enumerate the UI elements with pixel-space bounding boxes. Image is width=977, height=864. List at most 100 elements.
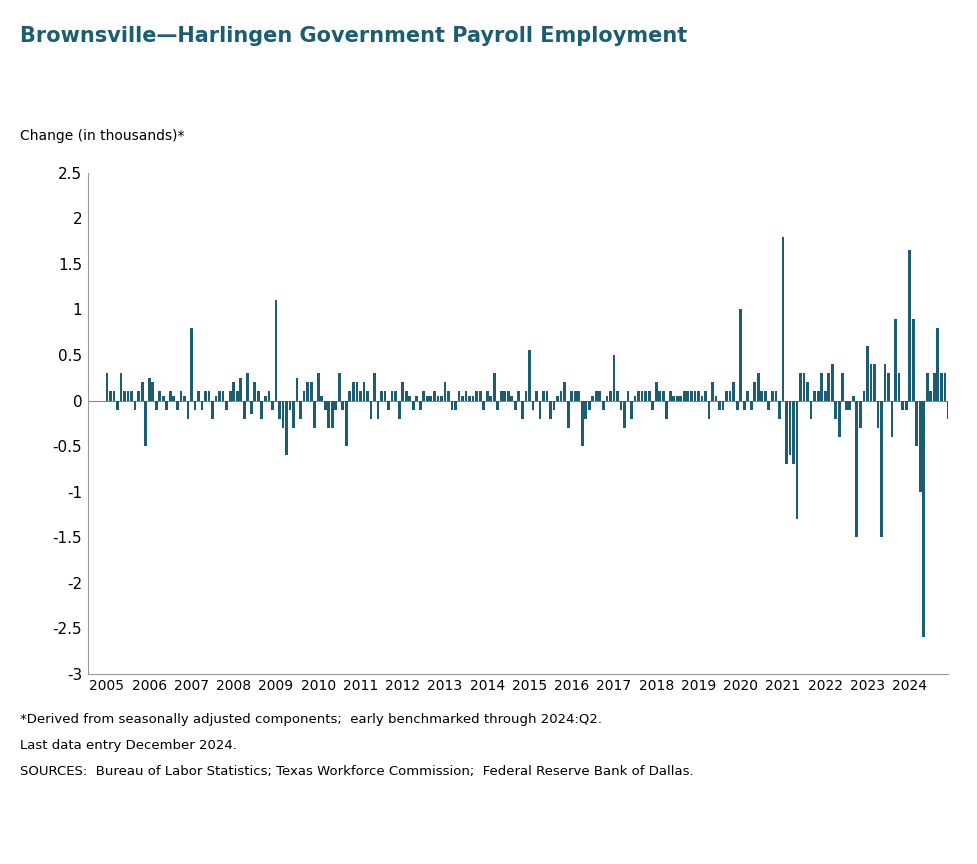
Bar xyxy=(306,383,309,401)
Bar xyxy=(162,396,165,401)
Bar xyxy=(821,373,823,401)
Bar xyxy=(271,401,274,410)
Bar xyxy=(387,401,390,410)
Bar xyxy=(356,383,359,401)
Bar xyxy=(944,373,947,401)
Bar xyxy=(345,401,348,446)
Bar xyxy=(366,391,369,401)
Bar xyxy=(310,383,313,401)
Bar xyxy=(637,391,640,401)
Bar xyxy=(655,383,658,401)
Bar xyxy=(746,391,749,401)
Bar xyxy=(119,373,122,401)
Bar xyxy=(957,401,960,414)
Text: Last data entry December 2024.: Last data entry December 2024. xyxy=(20,739,236,752)
Bar xyxy=(197,391,200,401)
Bar xyxy=(518,391,520,401)
Bar xyxy=(743,401,745,410)
Bar xyxy=(437,396,440,401)
Bar xyxy=(433,391,436,401)
Bar xyxy=(496,401,499,410)
Bar xyxy=(106,373,108,401)
Bar xyxy=(384,391,387,401)
Bar xyxy=(564,383,566,401)
Bar xyxy=(870,364,872,401)
Bar xyxy=(856,401,858,537)
Bar xyxy=(644,391,647,401)
Bar xyxy=(130,391,133,401)
Bar xyxy=(810,401,813,419)
Bar xyxy=(450,401,453,410)
Bar xyxy=(314,401,316,428)
Bar xyxy=(402,383,404,401)
Bar xyxy=(753,383,756,401)
Bar xyxy=(408,396,411,401)
Bar xyxy=(757,373,760,401)
Bar xyxy=(292,401,295,428)
Bar xyxy=(173,396,175,401)
Bar xyxy=(352,383,355,401)
Bar xyxy=(253,383,256,401)
Bar xyxy=(239,378,242,401)
Bar xyxy=(278,401,280,419)
Bar xyxy=(669,391,671,401)
Bar xyxy=(553,401,556,410)
Bar xyxy=(398,401,401,419)
Bar xyxy=(486,391,488,401)
Bar xyxy=(250,401,253,414)
Text: SOURCES:  Bureau of Labor Statistics; Texas Workforce Commission;  Federal Reser: SOURCES: Bureau of Labor Statistics; Tex… xyxy=(20,765,693,778)
Bar xyxy=(750,401,752,410)
Bar xyxy=(323,401,326,410)
Bar xyxy=(947,401,950,419)
Bar xyxy=(788,401,791,455)
Bar xyxy=(894,319,897,401)
Bar xyxy=(204,391,207,401)
Bar xyxy=(187,401,190,419)
Bar xyxy=(391,391,394,401)
Bar xyxy=(457,391,460,401)
Bar xyxy=(176,401,179,410)
Bar xyxy=(775,391,778,401)
Bar xyxy=(679,396,682,401)
Bar xyxy=(887,373,890,401)
Bar xyxy=(468,396,471,401)
Bar xyxy=(714,396,717,401)
Bar xyxy=(672,396,675,401)
Bar xyxy=(137,391,140,401)
Bar xyxy=(288,401,291,410)
Bar xyxy=(725,391,728,401)
Bar xyxy=(395,391,397,401)
Bar xyxy=(803,373,805,401)
Bar xyxy=(567,401,570,428)
Bar xyxy=(571,391,573,401)
Bar xyxy=(799,373,802,401)
Bar xyxy=(296,378,298,401)
Bar xyxy=(235,391,238,401)
Bar xyxy=(226,401,228,410)
Bar xyxy=(148,378,150,401)
Bar xyxy=(584,401,587,419)
Bar xyxy=(848,401,851,410)
Bar xyxy=(830,364,833,401)
Bar xyxy=(778,401,781,419)
Bar xyxy=(845,401,848,410)
Bar xyxy=(320,396,323,401)
Bar xyxy=(918,401,921,492)
Bar xyxy=(813,391,816,401)
Bar xyxy=(786,401,787,464)
Bar xyxy=(880,401,883,537)
Bar xyxy=(169,391,172,401)
Bar xyxy=(630,401,633,419)
Bar xyxy=(909,251,911,401)
Bar xyxy=(859,401,862,428)
Bar xyxy=(661,391,664,401)
Bar xyxy=(577,391,580,401)
Bar xyxy=(863,391,866,401)
Bar xyxy=(440,396,443,401)
Bar xyxy=(838,401,840,437)
Bar xyxy=(937,327,939,401)
Bar xyxy=(426,396,429,401)
Bar xyxy=(243,401,245,419)
Bar xyxy=(134,401,137,410)
Bar xyxy=(430,396,432,401)
